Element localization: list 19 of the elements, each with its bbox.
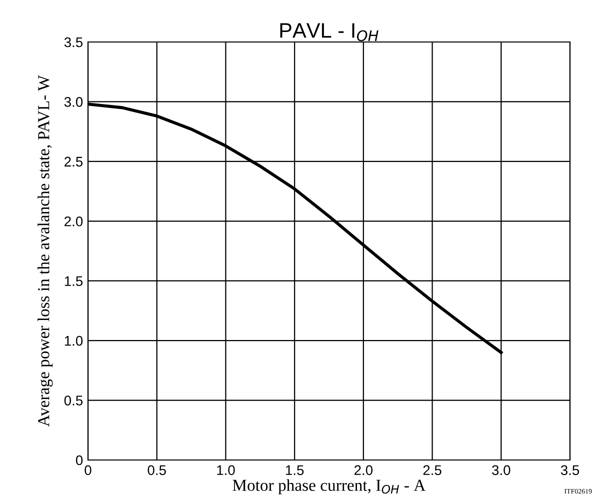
x-tick-label: 0 [84,465,92,476]
x-tick-label: 2.5 [423,465,442,476]
y-tick-label: 2.0 [64,216,83,226]
y-tick-label: 1.5 [64,276,83,286]
y-tick-label: 3.5 [64,37,83,48]
y-tick-label: 1.0 [64,336,83,346]
x-tick-label: 3.0 [492,465,510,476]
x-tick-label: 3.5 [560,465,580,476]
x-tick-label: 0.5 [148,465,166,476]
x-axis-title: Motor phase current, I$_{OH}$ - A [232,479,426,494]
y-axis-title: Average power loss in the avalanche state, PAVL- W [38,75,53,427]
x-tick-label: 2.0 [354,465,373,476]
x-tick-label: 1.0 [217,465,235,476]
chart-title: PAVL - I$_{OH}$ [280,23,378,42]
y-tick-label: 2.5 [64,156,83,167]
y-tick-label: 0.5 [64,396,83,406]
y-tick-label: 0 [76,455,83,466]
y-tick-label: 3.0 [64,97,83,107]
x-tick-label: 1.5 [286,465,304,476]
